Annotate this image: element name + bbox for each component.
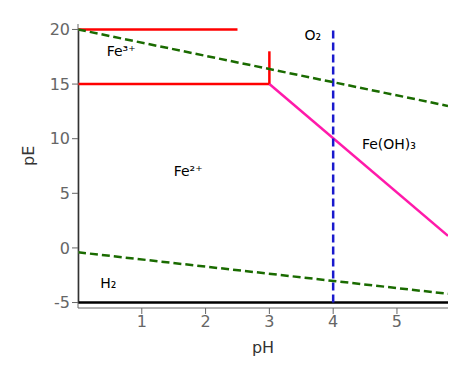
- svg-text:15: 15: [50, 75, 70, 94]
- svg-text:3: 3: [264, 312, 274, 331]
- svg-text:2: 2: [200, 312, 210, 331]
- svg-text:5: 5: [392, 312, 402, 331]
- svg-text:5: 5: [60, 184, 70, 203]
- svg-text:pH: pH: [252, 338, 274, 357]
- svg-text:O₂: O₂: [304, 27, 321, 43]
- svg-text:4: 4: [328, 312, 338, 331]
- svg-text:Fe²⁺: Fe²⁺: [174, 163, 203, 179]
- svg-text:Fe(OH)₃: Fe(OH)₃: [362, 136, 416, 152]
- svg-text:10: 10: [50, 129, 70, 148]
- svg-text:20: 20: [50, 20, 70, 39]
- svg-text:-5: -5: [54, 293, 70, 312]
- svg-text:0: 0: [60, 239, 70, 258]
- svg-text:H₂: H₂: [100, 275, 116, 291]
- svg-text:pE: pE: [19, 146, 38, 166]
- svg-text:Fe³⁺: Fe³⁺: [107, 43, 136, 59]
- svg-text:1: 1: [137, 312, 147, 331]
